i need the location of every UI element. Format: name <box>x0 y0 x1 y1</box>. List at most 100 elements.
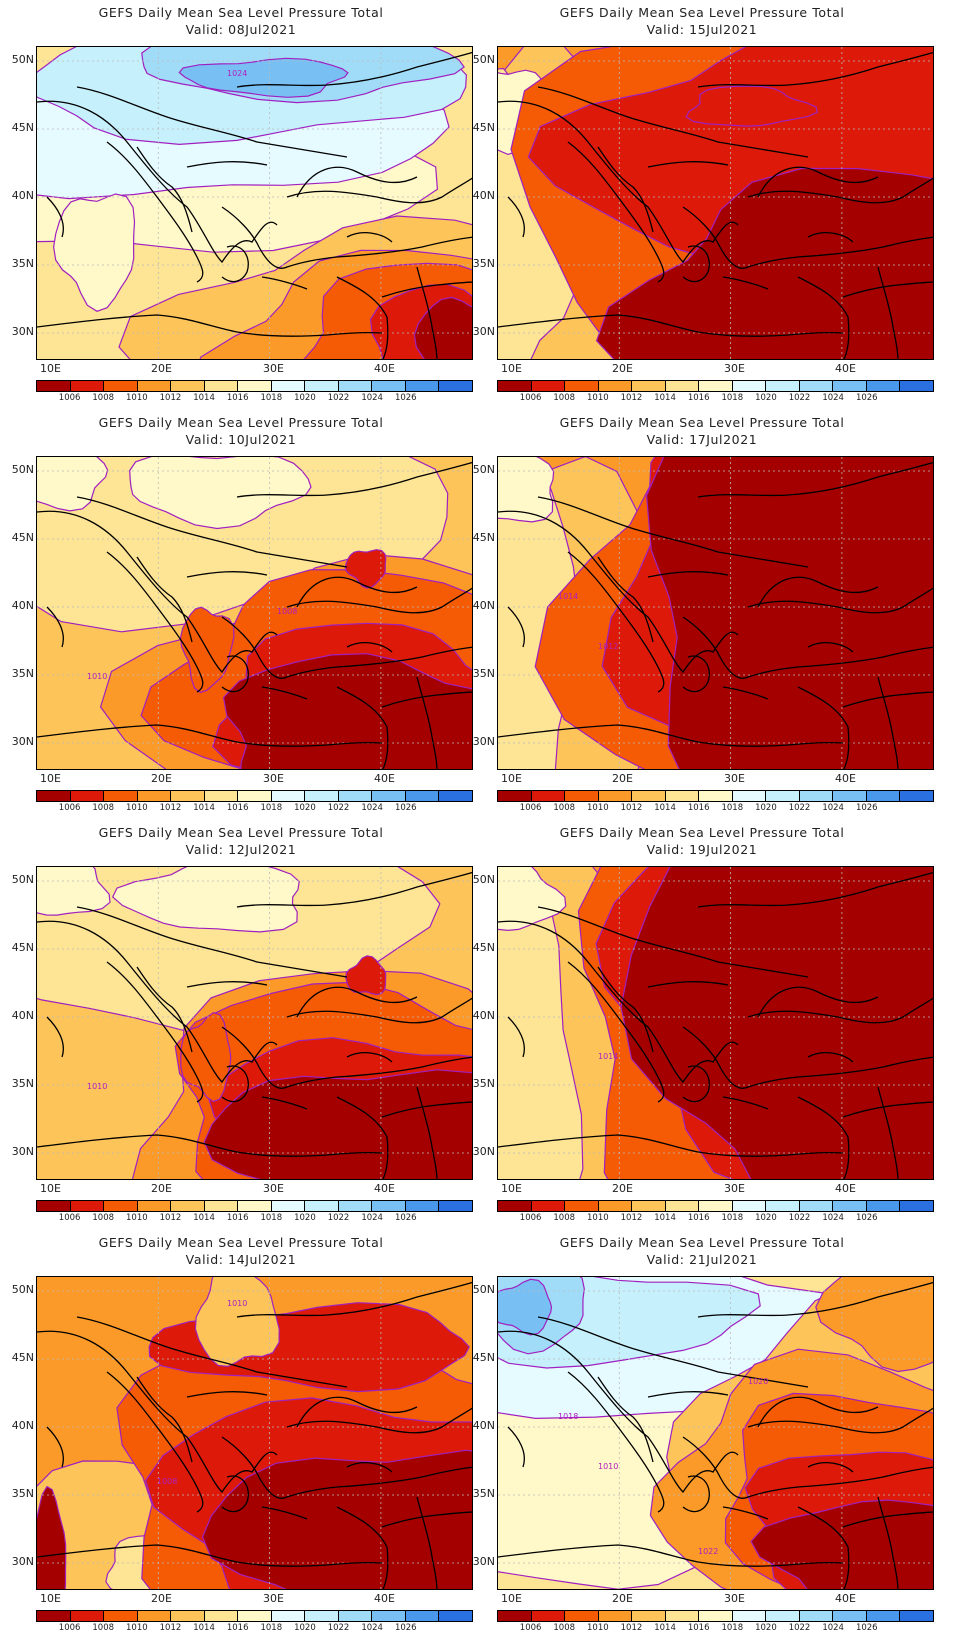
colorbar <box>497 380 934 392</box>
panel-valid-date: Valid: 21Jul2021 <box>646 1252 758 1267</box>
colorbar-swatch <box>699 1201 733 1211</box>
colorbar-label: 1020 <box>294 393 316 403</box>
coastline <box>682 1026 933 1089</box>
longitude-label: 30E <box>263 362 284 375</box>
colorbar-label: 1010 <box>126 1213 148 1223</box>
colorbar-swatch <box>372 1611 406 1621</box>
colorbar-swatch <box>866 1611 901 1621</box>
coastline <box>37 920 278 1084</box>
pressure-map: 1008 1010 <box>36 1276 473 1590</box>
coastline <box>647 981 729 988</box>
coastline <box>136 966 193 1053</box>
latitude-label: 45N <box>472 941 495 954</box>
contour-label: 1020 <box>748 1377 769 1386</box>
colorbar-swatch <box>498 791 532 801</box>
coastline <box>747 1407 933 1434</box>
colorbar-swatch <box>439 791 472 801</box>
coastline <box>186 1391 268 1398</box>
coastline <box>416 266 438 359</box>
colorbar <box>36 1610 473 1622</box>
longitude-label: 10E <box>40 1592 61 1605</box>
pressure-contour-fill <box>498 867 567 932</box>
contour-label: 1014 <box>558 592 579 601</box>
coastline <box>498 920 739 1084</box>
colorbar-swatch <box>833 1201 867 1211</box>
pressure-contour-fill <box>685 85 818 127</box>
coastline <box>697 51 933 88</box>
colorbar-label: 1016 <box>226 1623 249 1633</box>
coastline <box>381 1511 472 1528</box>
coastline <box>236 51 472 88</box>
longitude-label: 40E <box>835 1592 856 1605</box>
colorbar-swatch <box>799 381 834 391</box>
latitude-label: 30N <box>472 735 495 748</box>
coastline <box>106 551 204 693</box>
map-panel: GEFS Daily Mean Sea Level Pressure Total… <box>0 410 482 820</box>
coastline <box>797 1506 850 1589</box>
colorbar-label: 1024 <box>361 1213 383 1223</box>
coastline <box>877 1496 899 1589</box>
pressure-contour-fill <box>129 457 312 530</box>
colorbar-swatch <box>171 1611 205 1621</box>
panel-valid-date: Valid: 19Jul2021 <box>646 842 758 857</box>
coastline <box>37 724 383 747</box>
coastline <box>722 1506 769 1520</box>
colorbar-swatch <box>665 1611 700 1621</box>
colorbar-label: 1024 <box>361 393 383 403</box>
colorbar-label: 1024 <box>822 1623 844 1633</box>
contour-label: 1008 <box>157 1477 178 1486</box>
colorbar-label: 1016 <box>687 803 710 813</box>
colorbar-label: 1012 <box>159 803 182 813</box>
colorbar-label: 1008 <box>92 393 115 403</box>
colorbar-swatch <box>833 381 867 391</box>
latitude-label: 40N <box>11 189 34 202</box>
colorbar-swatch <box>866 381 901 391</box>
latitude-label: 50N <box>472 873 495 886</box>
coastline <box>747 177 933 204</box>
coastline <box>597 556 654 643</box>
coastline <box>37 1544 383 1567</box>
latitude-label: 45N <box>11 531 34 544</box>
coastline <box>682 1475 710 1513</box>
coastline <box>842 281 933 298</box>
colorbar-label: 1006 <box>519 803 542 813</box>
coastline <box>261 1506 308 1520</box>
latitude-label: 30N <box>472 325 495 338</box>
contour-label: 1010 <box>87 1082 108 1091</box>
longitude-label: 10E <box>501 772 522 785</box>
longitude-label: 30E <box>263 1592 284 1605</box>
latitude-label: 35N <box>472 667 495 680</box>
colorbar-swatch <box>372 381 406 391</box>
colorbar-swatch <box>204 381 239 391</box>
colorbar-label: 1012 <box>159 1213 182 1223</box>
coastline <box>381 281 472 298</box>
colorbar-label: 1010 <box>587 803 609 813</box>
coastline <box>722 686 769 700</box>
colorbar-label: 1008 <box>553 1213 576 1223</box>
coastline <box>498 1134 844 1157</box>
coastline <box>37 510 278 674</box>
latitude-label: 30N <box>11 1145 34 1158</box>
colorbar-swatch <box>766 791 800 801</box>
latitude-label: 35N <box>11 1487 34 1500</box>
coastline <box>106 1371 204 1513</box>
coastline <box>507 1016 525 1058</box>
longitude-label: 40E <box>374 1182 395 1195</box>
latitude-label: 30N <box>472 1555 495 1568</box>
coastline <box>261 686 308 700</box>
colorbar-swatch <box>799 1611 834 1621</box>
colorbar-label: 1012 <box>620 1623 643 1633</box>
colorbar-swatch <box>866 1201 901 1211</box>
colorbar-label: 1024 <box>822 1213 844 1223</box>
colorbar-label: 1014 <box>654 803 676 813</box>
longitude-label: 40E <box>374 362 395 375</box>
latitude-label: 30N <box>472 1145 495 1158</box>
coastline <box>336 686 389 769</box>
colorbar-swatch <box>405 1611 440 1621</box>
latitude-label: 45N <box>472 121 495 134</box>
coastline <box>567 551 665 693</box>
latitude-label: 45N <box>472 1351 495 1364</box>
coastline <box>416 676 438 769</box>
pressure-map <box>497 46 934 360</box>
latitude-label: 35N <box>472 1487 495 1500</box>
